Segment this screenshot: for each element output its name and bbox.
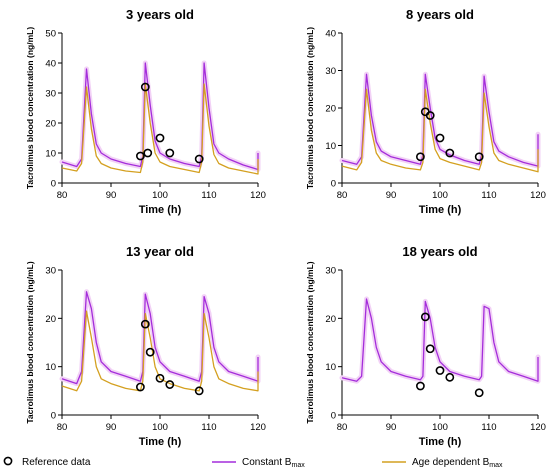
x-tick-label: 100 [432, 422, 448, 433]
y-tick-label: 20 [45, 314, 56, 325]
constant-bmax-line [61, 62, 259, 171]
chart-panel-1: 3 years old 0 10 20 30 40 50 80 90 100 110 120 Time … [25, 7, 266, 216]
x-tick-label: 80 [337, 422, 348, 433]
y-tick-label: 40 [325, 29, 336, 40]
reference-data-point [165, 380, 175, 389]
reference-data-point [445, 148, 455, 158]
y-tick-label: 30 [45, 266, 56, 277]
y-tick-label: 10 [325, 141, 336, 152]
x-tick-label: 90 [106, 422, 117, 433]
x-tick-label: 120 [530, 422, 546, 433]
reference-data-point [135, 382, 145, 392]
legend-reference-marker [3, 456, 13, 466]
x-axis-label: Time (h) [419, 436, 462, 448]
constant-bmax-line [341, 73, 539, 167]
y-tick-label: 0 [51, 179, 56, 190]
x-tick-label: 80 [57, 190, 68, 201]
x-tick-label: 110 [481, 422, 496, 433]
age-dependent-bmax-line [341, 88, 539, 173]
x-tick-label: 80 [337, 190, 348, 201]
reference-data-point [194, 386, 204, 396]
x-tick-label: 80 [57, 422, 68, 433]
reference-data-point [445, 372, 455, 382]
reference-data-point [155, 373, 165, 383]
reference-data-point [145, 347, 155, 357]
x-tick-label: 90 [386, 190, 397, 201]
x-tick-label: 110 [201, 190, 216, 201]
chart-panel-2: 8 years old 0 10 20 30 40 80 90 100 110 120 Time (h… [305, 7, 546, 216]
constant-bmax-line [341, 298, 539, 382]
constant-bmax-line [61, 291, 259, 385]
chart-panel-3: 13 year old 0 10 20 30 80 90 100 110 120 Time (h) T… [25, 244, 266, 448]
y-axis-label: Tacrolimus blood concentration (ng/mL) [25, 27, 35, 189]
y-axis-label: Tacrolimus blood concentration (ng/mL) [305, 261, 315, 423]
panel-title: 18 years old [402, 244, 477, 259]
chart-panel-4: 18 years old 0 10 20 30 80 90 100 110 120 Time (h)… [305, 244, 546, 448]
reference-data-point [435, 366, 445, 375]
y-axis-label: Tacrolimus blood concentration (ng/mL) [25, 261, 35, 423]
x-tick-label: 110 [481, 190, 496, 201]
y-tick-label: 0 [51, 411, 56, 422]
x-axis-label: Time (h) [139, 204, 182, 216]
x-tick-label: 120 [250, 190, 266, 201]
constant-bmax-band [339, 296, 541, 384]
y-tick-label: 30 [45, 89, 56, 100]
reference-data-point [425, 111, 435, 120]
x-tick-label: 100 [152, 422, 168, 433]
y-axis-label: Tacrolimus blood concentration (ng/mL) [305, 27, 315, 189]
reference-data-point [143, 148, 153, 158]
reference-data-point [420, 312, 430, 322]
reference-data-point [415, 381, 425, 391]
x-axis-label: Time (h) [139, 436, 182, 448]
y-tick-label: 0 [331, 411, 336, 422]
x-tick-label: 100 [152, 190, 168, 201]
y-tick-label: 40 [45, 59, 56, 70]
y-tick-label: 10 [45, 362, 56, 373]
legend: Reference data Constant Bmax Age depende… [3, 456, 503, 469]
reference-data-point [435, 133, 445, 143]
age-dependent-bmax-line [61, 310, 259, 392]
reference-data-point [165, 148, 175, 158]
x-tick-label: 100 [432, 190, 448, 201]
x-tick-label: 120 [530, 190, 546, 201]
y-tick-label: 30 [325, 266, 336, 277]
legend-reference-label: Reference data [22, 457, 91, 468]
y-tick-label: 20 [45, 119, 56, 130]
reference-data-point [194, 154, 204, 164]
x-tick-label: 90 [386, 422, 397, 433]
reference-data-point [140, 82, 150, 92]
reference-data-point [155, 133, 165, 143]
reference-data-point [425, 344, 435, 354]
x-tick-label: 110 [201, 422, 216, 433]
panel-title: 8 years old [406, 7, 474, 22]
y-tick-label: 50 [45, 29, 56, 40]
reference-data-point [415, 152, 425, 162]
reference-data-point [135, 151, 145, 161]
y-tick-label: 20 [325, 314, 336, 325]
reference-data-point [474, 388, 484, 398]
y-tick-label: 10 [325, 362, 336, 373]
panel-title: 13 year old [126, 244, 194, 259]
legend-constant-label: Constant Bmax [242, 457, 305, 469]
reference-data-point [474, 152, 484, 162]
y-tick-label: 10 [45, 149, 56, 160]
panel-title: 3 years old [126, 7, 194, 22]
constant-bmax-band [339, 71, 541, 169]
reference-data-point [140, 319, 150, 329]
y-tick-label: 20 [325, 104, 336, 115]
x-tick-label: 120 [250, 422, 266, 433]
age-dependent-bmax-line [61, 83, 259, 175]
y-tick-label: 0 [331, 179, 336, 190]
x-axis-label: Time (h) [419, 204, 462, 216]
x-tick-label: 90 [106, 190, 117, 201]
legend-age-dependent-label: Age dependent Bmax [412, 457, 503, 469]
y-tick-label: 30 [325, 66, 336, 77]
